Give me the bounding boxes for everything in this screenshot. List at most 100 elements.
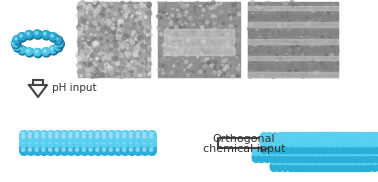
- Circle shape: [22, 140, 25, 143]
- Circle shape: [214, 44, 216, 46]
- Circle shape: [107, 139, 116, 147]
- Circle shape: [284, 2, 287, 5]
- Circle shape: [89, 132, 92, 135]
- Circle shape: [340, 144, 347, 151]
- Circle shape: [237, 67, 240, 70]
- Circle shape: [77, 44, 80, 47]
- Circle shape: [286, 144, 293, 151]
- Circle shape: [290, 153, 297, 160]
- Circle shape: [321, 134, 328, 142]
- Circle shape: [340, 148, 347, 156]
- Circle shape: [201, 52, 203, 54]
- Circle shape: [191, 28, 193, 29]
- Circle shape: [307, 162, 314, 169]
- Circle shape: [286, 52, 288, 54]
- Circle shape: [370, 146, 378, 153]
- Circle shape: [333, 142, 341, 149]
- Circle shape: [150, 132, 153, 135]
- Bar: [78, 2, 150, 77]
- Circle shape: [107, 7, 110, 11]
- Circle shape: [361, 134, 369, 142]
- Circle shape: [297, 139, 304, 147]
- Circle shape: [331, 157, 339, 165]
- Circle shape: [289, 155, 296, 163]
- Circle shape: [331, 53, 334, 56]
- Circle shape: [261, 75, 263, 77]
- Circle shape: [306, 16, 308, 19]
- Circle shape: [136, 140, 139, 143]
- Circle shape: [328, 142, 335, 149]
- Circle shape: [292, 153, 300, 161]
- Circle shape: [273, 142, 280, 149]
- Circle shape: [128, 131, 136, 139]
- Circle shape: [128, 144, 136, 152]
- Circle shape: [324, 148, 331, 156]
- Circle shape: [86, 73, 89, 77]
- Circle shape: [337, 144, 344, 151]
- Circle shape: [163, 34, 167, 38]
- Circle shape: [93, 70, 96, 73]
- Circle shape: [108, 66, 113, 71]
- Circle shape: [130, 140, 132, 143]
- Circle shape: [135, 38, 137, 40]
- Circle shape: [305, 144, 312, 151]
- Bar: [248, 31, 338, 35]
- Circle shape: [313, 157, 320, 165]
- Circle shape: [322, 144, 330, 151]
- Circle shape: [15, 37, 17, 40]
- Circle shape: [311, 134, 319, 142]
- Circle shape: [20, 139, 28, 147]
- Circle shape: [177, 19, 178, 21]
- Circle shape: [324, 144, 332, 151]
- Circle shape: [125, 33, 128, 36]
- Circle shape: [286, 139, 293, 147]
- Circle shape: [107, 131, 116, 139]
- Circle shape: [305, 155, 313, 163]
- Circle shape: [371, 164, 378, 171]
- Circle shape: [143, 7, 148, 12]
- Circle shape: [202, 59, 205, 62]
- Circle shape: [85, 64, 89, 67]
- Circle shape: [123, 135, 125, 138]
- Circle shape: [97, 7, 101, 11]
- Circle shape: [295, 69, 297, 72]
- Circle shape: [80, 35, 84, 39]
- Circle shape: [47, 144, 55, 152]
- Circle shape: [278, 9, 280, 11]
- Circle shape: [297, 72, 300, 74]
- Circle shape: [90, 9, 95, 13]
- Circle shape: [279, 63, 283, 66]
- Circle shape: [314, 134, 321, 142]
- Circle shape: [148, 134, 156, 142]
- Circle shape: [332, 132, 339, 140]
- Circle shape: [60, 134, 68, 142]
- Circle shape: [353, 146, 361, 153]
- Circle shape: [346, 153, 353, 160]
- Circle shape: [316, 134, 323, 142]
- Circle shape: [232, 44, 235, 47]
- Circle shape: [218, 72, 219, 73]
- Circle shape: [258, 144, 265, 151]
- Circle shape: [232, 74, 233, 75]
- Circle shape: [367, 139, 374, 147]
- Circle shape: [168, 59, 169, 60]
- Circle shape: [136, 148, 139, 151]
- Circle shape: [317, 26, 320, 29]
- Circle shape: [282, 132, 290, 140]
- Circle shape: [215, 21, 216, 22]
- Circle shape: [135, 4, 138, 8]
- Circle shape: [147, 58, 151, 61]
- Circle shape: [332, 144, 339, 151]
- Circle shape: [176, 71, 179, 74]
- Circle shape: [183, 25, 186, 28]
- Circle shape: [225, 39, 226, 41]
- Circle shape: [327, 134, 334, 142]
- Circle shape: [223, 22, 225, 25]
- Circle shape: [257, 70, 259, 72]
- Circle shape: [355, 162, 362, 169]
- Circle shape: [311, 144, 318, 151]
- Circle shape: [140, 40, 144, 43]
- Circle shape: [321, 132, 328, 140]
- Circle shape: [54, 139, 62, 147]
- Circle shape: [372, 144, 378, 151]
